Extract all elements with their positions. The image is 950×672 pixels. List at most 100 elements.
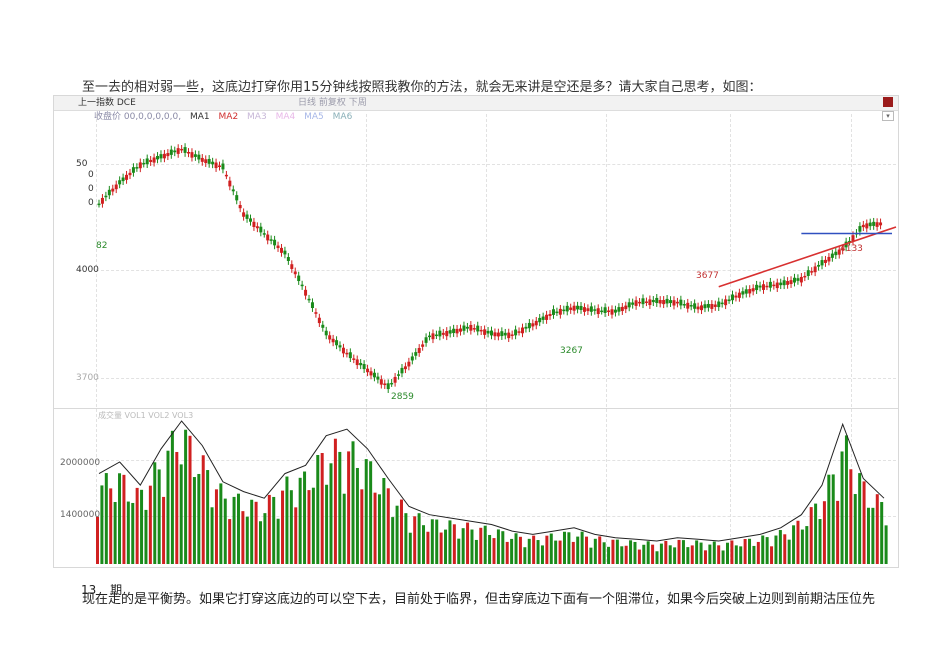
volume-bar — [188, 435, 192, 564]
candle-body — [823, 259, 827, 263]
candle-body — [624, 305, 628, 310]
price-chart — [96, 143, 897, 564]
candle-body — [655, 297, 659, 304]
volume-bar — [844, 435, 848, 564]
candle-body — [410, 356, 414, 361]
volume-bar — [567, 532, 571, 564]
candle-body — [765, 285, 769, 288]
candle-body — [228, 180, 232, 187]
candle-body — [555, 311, 559, 314]
volume-bar — [184, 429, 188, 564]
grid-line — [96, 516, 896, 517]
candle-body — [672, 300, 676, 306]
candle-body — [879, 222, 883, 226]
volume-bar — [474, 539, 478, 564]
volume-bar — [849, 469, 853, 564]
candle-body — [679, 299, 683, 306]
candle-body — [717, 301, 721, 308]
candle-body — [321, 324, 325, 328]
candle-body — [706, 303, 710, 308]
candle-body — [434, 334, 438, 337]
volume-bar — [831, 474, 835, 564]
volume-bar — [228, 519, 232, 564]
candle-body — [500, 331, 504, 337]
candle-body — [307, 298, 311, 301]
volume-bar — [426, 531, 430, 564]
volume-bar — [118, 473, 122, 564]
legend-ma1[interactable]: MA1 — [189, 112, 210, 122]
legend-ma3[interactable]: MA3 — [247, 112, 267, 122]
grid-line — [96, 460, 896, 461]
volume-bar — [866, 507, 870, 564]
volume-bar — [858, 473, 862, 564]
legend-ma2[interactable]: MA2 — [218, 112, 239, 122]
candle-body — [813, 266, 817, 273]
candle-body — [527, 322, 531, 329]
volume-bar — [607, 546, 611, 564]
legend-ma4[interactable]: MA4 — [275, 112, 296, 122]
legend-ma5[interactable]: MA5 — [304, 112, 324, 122]
candle-body — [731, 294, 735, 301]
candle-body — [300, 284, 304, 287]
volume-bar — [739, 546, 743, 564]
volume-bar — [527, 538, 531, 564]
legend-ma6[interactable]: MA6 — [332, 112, 353, 122]
volume-bar — [422, 525, 426, 564]
volume-bar — [651, 544, 655, 564]
candle-body — [383, 383, 387, 386]
candle-body — [252, 221, 256, 227]
volume-bar — [404, 513, 408, 564]
volume-bar — [712, 541, 716, 564]
candle-body — [414, 352, 418, 356]
candle-body — [600, 310, 604, 313]
volume-bar — [276, 518, 280, 564]
candle-body — [799, 276, 803, 283]
candle-body — [345, 352, 349, 355]
candle-body — [490, 330, 493, 336]
volume-bar — [818, 519, 822, 564]
candle-body — [768, 281, 772, 288]
candle-body — [586, 308, 590, 312]
volume-bar — [408, 532, 412, 564]
legend-scroll-button[interactable]: ▾ — [882, 111, 894, 121]
volume-bar — [690, 545, 694, 564]
volume-bar — [320, 453, 324, 564]
candle-body — [107, 189, 111, 196]
candle-body — [176, 148, 180, 154]
volume-bar — [765, 537, 769, 564]
candle-body — [617, 307, 621, 312]
candle-body — [156, 155, 160, 160]
candle-body — [159, 154, 163, 159]
close-icon[interactable] — [883, 97, 893, 107]
volume-bar — [241, 511, 245, 564]
volume-bar — [100, 485, 104, 564]
candle-body — [627, 302, 631, 308]
volume-bar — [214, 489, 218, 564]
annotation-right-high: 4133 — [840, 244, 863, 254]
candle-body — [187, 151, 191, 154]
candle-body — [479, 329, 483, 332]
volume-bar — [677, 539, 681, 564]
volume-bar — [699, 542, 703, 564]
volume-bar — [333, 438, 337, 564]
volume-bar — [113, 501, 117, 564]
candle-body — [682, 304, 686, 306]
volume-bar — [439, 532, 443, 564]
candle-body — [792, 277, 796, 283]
candle-body — [820, 260, 824, 266]
volume-bar — [593, 538, 597, 564]
candle-body — [741, 291, 745, 295]
candle-body — [875, 222, 879, 227]
candle-body — [803, 275, 807, 278]
candle-body — [386, 383, 390, 390]
volume-bar — [571, 541, 575, 564]
candle-body — [331, 338, 335, 343]
candle-body — [720, 302, 724, 305]
candle-body — [834, 251, 838, 256]
candle-body — [761, 284, 765, 290]
candle-body — [631, 302, 635, 305]
volume-bar — [303, 471, 307, 564]
volume-bar — [298, 477, 302, 564]
volume-bar — [800, 529, 804, 564]
volume-bar — [311, 487, 315, 564]
